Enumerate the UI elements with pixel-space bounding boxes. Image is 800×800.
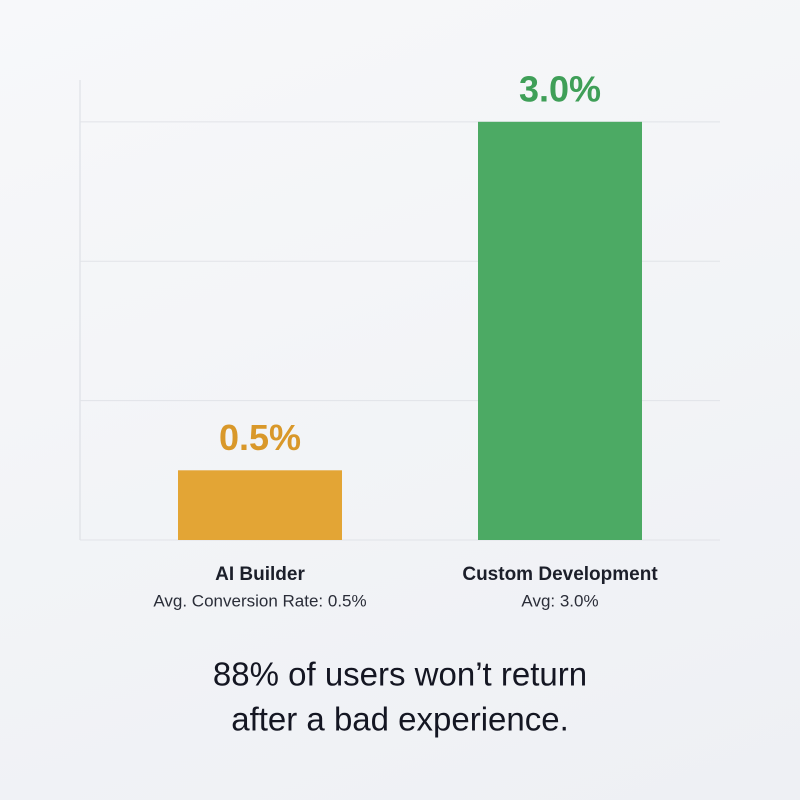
x-tick-label: AI Builder: [215, 564, 305, 585]
category-note: Avg: 3.0%: [521, 591, 598, 610]
category-note: Avg. Conversion Rate: 0.5%: [153, 591, 366, 610]
caption: 88% of users won’t return: [213, 656, 587, 693]
x-tick-label: Custom Development: [462, 564, 658, 585]
value-label: 0.5%: [219, 417, 301, 458]
caption: after a bad experience.: [231, 701, 569, 738]
bar: [178, 470, 342, 540]
value-label: 3.0%: [519, 68, 601, 109]
bar: [478, 121, 642, 541]
